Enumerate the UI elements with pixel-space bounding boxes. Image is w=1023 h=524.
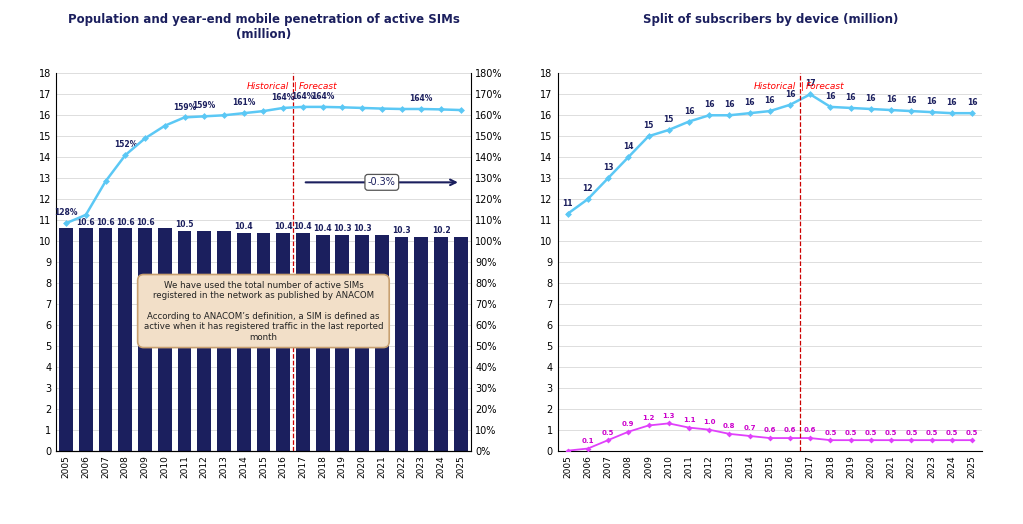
Text: 10.4: 10.4 <box>313 224 331 233</box>
Text: 1.0: 1.0 <box>703 419 715 425</box>
Text: 0.5: 0.5 <box>602 430 614 435</box>
Text: 10.6: 10.6 <box>116 218 135 227</box>
Text: 17: 17 <box>805 80 815 89</box>
Text: 15: 15 <box>643 122 654 130</box>
Bar <box>276 233 291 451</box>
Bar <box>454 237 468 451</box>
Text: 16: 16 <box>683 107 695 116</box>
Text: 0.5: 0.5 <box>825 430 837 435</box>
Text: 0.5: 0.5 <box>905 430 918 435</box>
Text: 1.3: 1.3 <box>663 413 675 419</box>
Text: 10.6: 10.6 <box>96 218 115 227</box>
Text: 10.2: 10.2 <box>432 226 450 235</box>
Text: 164%: 164% <box>292 92 314 101</box>
Bar <box>296 233 310 451</box>
Text: 128%: 128% <box>54 209 78 217</box>
Text: 0.6: 0.6 <box>784 428 796 433</box>
Text: 159%: 159% <box>192 102 216 111</box>
Text: Forecast: Forecast <box>299 82 338 91</box>
Text: 11: 11 <box>563 199 573 208</box>
Text: 1.1: 1.1 <box>682 417 696 423</box>
Text: 16: 16 <box>926 97 937 106</box>
Bar <box>79 228 93 451</box>
Text: 16: 16 <box>886 95 896 104</box>
Bar <box>119 228 132 451</box>
Text: 16: 16 <box>845 93 856 102</box>
Bar <box>257 233 270 451</box>
Bar <box>158 228 172 451</box>
Bar <box>414 237 429 451</box>
Bar <box>59 228 73 451</box>
Text: 0.5: 0.5 <box>966 430 978 435</box>
Bar <box>236 233 251 451</box>
Text: 0.6: 0.6 <box>763 428 776 433</box>
Text: 10.3: 10.3 <box>333 224 352 233</box>
Text: 10.3: 10.3 <box>353 224 371 233</box>
Text: 16: 16 <box>785 90 795 99</box>
Text: 14: 14 <box>623 143 633 151</box>
Text: 16: 16 <box>764 96 775 105</box>
Text: 0.6: 0.6 <box>804 428 816 433</box>
Text: 0.5: 0.5 <box>844 430 857 435</box>
Text: 0.5: 0.5 <box>864 430 877 435</box>
Text: 161%: 161% <box>232 99 256 107</box>
Text: 0.7: 0.7 <box>744 425 756 431</box>
Bar <box>395 237 408 451</box>
Text: 0.5: 0.5 <box>926 430 938 435</box>
Text: 15: 15 <box>664 115 674 124</box>
Text: 10.4: 10.4 <box>294 222 312 231</box>
Text: 0.5: 0.5 <box>885 430 897 435</box>
Text: Historical: Historical <box>247 82 290 91</box>
Text: |: | <box>801 82 804 91</box>
Text: 159%: 159% <box>173 103 196 112</box>
Text: Forecast: Forecast <box>806 82 845 91</box>
Text: 13: 13 <box>603 163 614 172</box>
Text: -0.3%: -0.3% <box>368 177 396 188</box>
Bar <box>355 235 369 451</box>
Text: 10.5: 10.5 <box>175 220 193 229</box>
Text: 16: 16 <box>946 99 957 107</box>
Bar <box>316 235 329 451</box>
Text: Population and year-end mobile penetration of active SIMs
(million): Population and year-end mobile penetrati… <box>68 13 460 41</box>
Text: 0.9: 0.9 <box>622 421 634 427</box>
Text: 0.8: 0.8 <box>723 423 736 429</box>
Text: 10.6: 10.6 <box>77 218 95 227</box>
Text: 12: 12 <box>583 184 593 193</box>
Text: 0.1: 0.1 <box>582 438 594 444</box>
Text: 164%: 164% <box>409 94 433 103</box>
Text: 16: 16 <box>724 101 735 110</box>
Bar <box>217 231 231 451</box>
Text: 1.2: 1.2 <box>642 415 655 421</box>
Text: 10.6: 10.6 <box>136 218 154 227</box>
Text: Split of subscribers by device (million): Split of subscribers by device (million) <box>642 13 898 26</box>
Text: We have used the total number of active SIMs
registered in the network as publis: We have used the total number of active … <box>143 280 384 342</box>
Text: 16: 16 <box>906 96 917 105</box>
Bar <box>336 235 349 451</box>
Text: 164%: 164% <box>271 93 295 102</box>
Text: |: | <box>294 82 297 91</box>
Bar <box>178 231 191 451</box>
Bar <box>197 231 211 451</box>
Text: 16: 16 <box>704 101 714 110</box>
Bar <box>138 228 152 451</box>
Text: 10.4: 10.4 <box>234 222 253 231</box>
Text: 164%: 164% <box>311 92 335 101</box>
Text: 16: 16 <box>865 94 876 103</box>
Text: Historical: Historical <box>754 82 796 91</box>
Bar <box>434 237 448 451</box>
Text: 10.3: 10.3 <box>392 226 411 235</box>
Bar <box>98 228 113 451</box>
Bar <box>374 235 389 451</box>
Text: 152%: 152% <box>114 140 137 149</box>
Text: 10.4: 10.4 <box>274 222 293 231</box>
Text: 0.5: 0.5 <box>945 430 958 435</box>
Text: 16: 16 <box>745 99 755 107</box>
Text: 16: 16 <box>826 92 836 101</box>
Text: 16: 16 <box>967 99 977 107</box>
